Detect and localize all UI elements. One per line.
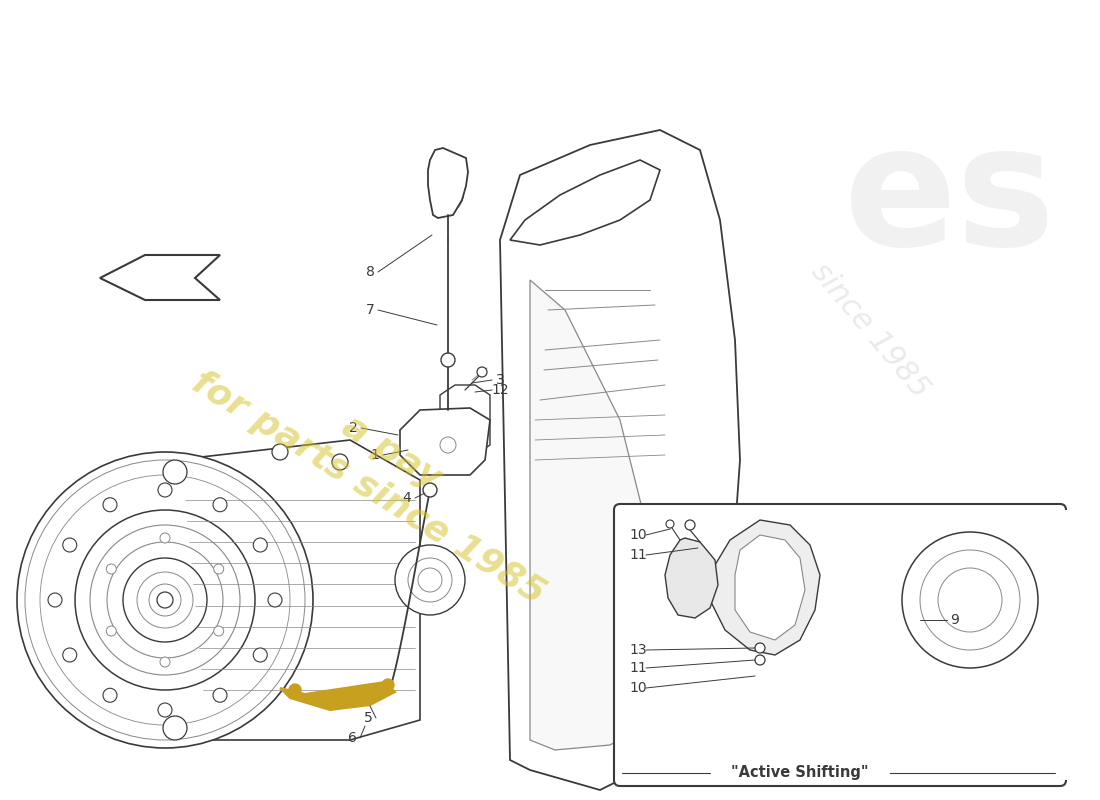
Text: a pay
for parts since 1985: a pay for parts since 1985	[186, 330, 574, 610]
Polygon shape	[400, 408, 490, 475]
Text: "Active Shifting": "Active Shifting"	[732, 766, 869, 781]
Circle shape	[163, 460, 187, 484]
Text: 11: 11	[629, 661, 647, 675]
Circle shape	[163, 716, 187, 740]
Text: es: es	[844, 118, 1056, 282]
Circle shape	[48, 593, 62, 607]
Text: 3: 3	[496, 373, 505, 387]
Text: 10: 10	[629, 681, 647, 695]
Circle shape	[103, 688, 117, 702]
Circle shape	[213, 564, 223, 574]
Circle shape	[213, 498, 227, 512]
Circle shape	[107, 626, 117, 636]
Circle shape	[63, 538, 77, 552]
Text: 11: 11	[629, 548, 647, 562]
Circle shape	[253, 648, 267, 662]
Circle shape	[103, 498, 117, 512]
Text: 5: 5	[364, 711, 373, 725]
Text: since 1985: since 1985	[805, 257, 935, 403]
Circle shape	[16, 452, 313, 748]
Circle shape	[382, 679, 394, 691]
Polygon shape	[735, 535, 805, 640]
Circle shape	[123, 558, 207, 642]
Circle shape	[685, 520, 695, 530]
Text: 9: 9	[950, 613, 959, 627]
Circle shape	[289, 684, 301, 696]
Circle shape	[157, 592, 173, 608]
Circle shape	[268, 593, 282, 607]
Circle shape	[440, 437, 456, 453]
Polygon shape	[710, 520, 820, 655]
Polygon shape	[500, 130, 740, 790]
Circle shape	[424, 483, 437, 497]
Polygon shape	[280, 682, 395, 710]
Polygon shape	[100, 255, 220, 300]
Text: 13: 13	[629, 643, 647, 657]
Text: 8: 8	[365, 265, 374, 279]
Circle shape	[107, 564, 117, 574]
Polygon shape	[530, 280, 670, 750]
Circle shape	[332, 454, 348, 470]
Circle shape	[902, 532, 1038, 668]
Text: 12: 12	[492, 383, 509, 397]
Circle shape	[395, 545, 465, 615]
Circle shape	[755, 643, 764, 653]
Circle shape	[160, 657, 170, 667]
Circle shape	[755, 655, 764, 665]
Polygon shape	[666, 538, 718, 618]
Circle shape	[75, 510, 255, 690]
Circle shape	[272, 444, 288, 460]
Polygon shape	[175, 440, 420, 740]
Circle shape	[666, 520, 674, 528]
Circle shape	[253, 538, 267, 552]
Circle shape	[441, 353, 455, 367]
Text: 1: 1	[371, 448, 380, 462]
Text: 6: 6	[348, 731, 356, 745]
Bar	[1040, 510, 1100, 780]
Circle shape	[160, 533, 170, 543]
FancyBboxPatch shape	[614, 504, 1066, 786]
Text: 2: 2	[349, 421, 358, 435]
Text: 4: 4	[403, 491, 411, 505]
Text: 7: 7	[365, 303, 374, 317]
Circle shape	[213, 626, 223, 636]
Circle shape	[477, 367, 487, 377]
Polygon shape	[510, 160, 660, 245]
Circle shape	[158, 703, 172, 717]
Polygon shape	[440, 385, 490, 455]
Text: 10: 10	[629, 528, 647, 542]
Polygon shape	[428, 148, 468, 218]
Circle shape	[158, 483, 172, 497]
Circle shape	[63, 648, 77, 662]
Circle shape	[213, 688, 227, 702]
